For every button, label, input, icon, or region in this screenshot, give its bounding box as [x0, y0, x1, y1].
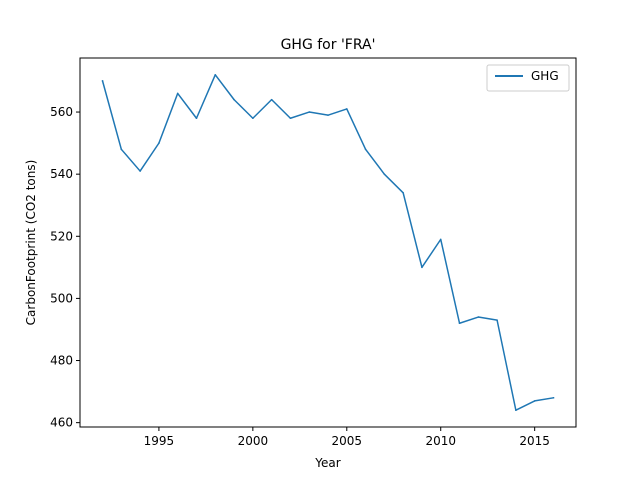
data-point-1995 — [158, 142, 160, 144]
data-point-1998 — [214, 73, 217, 76]
data-point-1994 — [139, 170, 141, 172]
legend-box — [486, 64, 570, 92]
data-point-2008 — [402, 192, 404, 194]
data-point-1996 — [176, 92, 179, 95]
x-tick-label-2010: 2010 — [425, 434, 456, 448]
data-point-2015 — [533, 400, 536, 402]
data-point-2011 — [458, 322, 461, 325]
data-point-2014 — [515, 409, 517, 412]
data-point-1997 — [195, 117, 198, 120]
y-tick-label-500: 500 — [50, 291, 73, 305]
x-axis-label: Year — [314, 456, 340, 470]
chart-title: GHG for 'FRA' — [281, 37, 376, 53]
series-layer — [101, 73, 555, 412]
data-point-2012 — [477, 316, 480, 318]
plot-area — [79, 57, 577, 428]
legend: GHG — [486, 64, 570, 92]
y-axis-label: CarbonFootprint (CO2 tons) — [24, 160, 38, 326]
legend-label-ghg: GHG — [531, 69, 559, 83]
data-point-2000 — [252, 117, 254, 120]
data-point-2016 — [552, 397, 555, 399]
y-tick-label-480: 480 — [50, 354, 73, 368]
data-point-2003 — [308, 111, 311, 113]
data-point-1999 — [233, 98, 235, 101]
data-point-1993 — [120, 148, 123, 151]
data-point-2005 — [345, 108, 348, 110]
data-point-1992 — [101, 80, 104, 82]
y-tick-label-540: 540 — [50, 167, 73, 181]
x-tick-label-2015: 2015 — [519, 434, 550, 448]
data-point-2013 — [496, 319, 498, 321]
y-tick-label-520: 520 — [50, 229, 73, 243]
data-point-2010 — [439, 238, 442, 241]
x-tick-label-2005: 2005 — [332, 434, 363, 448]
y-axis: 460 480 500 520 540 560 — [50, 105, 80, 430]
x-tick-label-2000: 2000 — [238, 434, 269, 448]
data-point-2007 — [383, 173, 386, 175]
x-tick-label-1995: 1995 — [144, 434, 175, 448]
data-point-2009 — [421, 266, 423, 269]
data-point-2001 — [270, 98, 273, 101]
data-point-2006 — [364, 148, 367, 151]
x-axis: 1995 2000 2005 2010 2015 — [144, 427, 550, 448]
y-tick-label-460: 460 — [50, 416, 73, 430]
data-point-2002 — [289, 117, 292, 120]
y-tick-label-560: 560 — [50, 105, 73, 119]
data-point-2004 — [327, 114, 329, 116]
